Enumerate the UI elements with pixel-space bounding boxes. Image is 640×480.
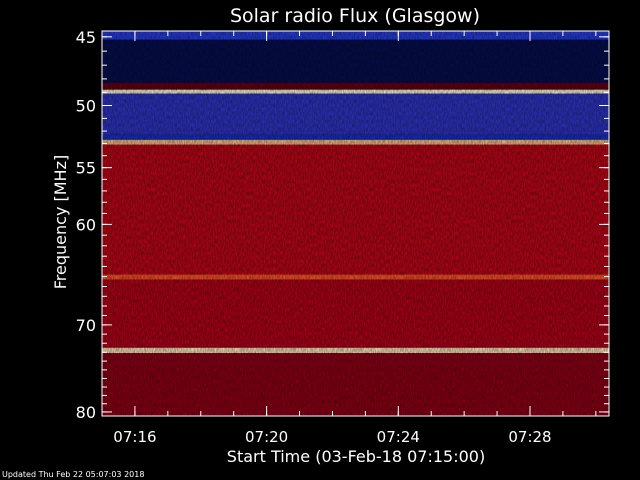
y-axis-label: Frequency [MHz] (51, 155, 70, 289)
x-tick-label: 07:28 (508, 428, 551, 446)
chart-title: Solar radio Flux (Glasgow) (230, 5, 480, 27)
x-tick-label: 07:16 (113, 428, 156, 446)
axis-ticks: 07:16 07:20 07:24 07:28 45 50 55 60 70 80 (76, 28, 609, 446)
plot-frame (101, 30, 610, 417)
plot-border (101, 30, 610, 417)
y-tick-label: 80 (76, 403, 96, 422)
update-timestamp: Updated Thu Feb 22 05:07:03 2018 (2, 470, 145, 479)
y-tick-label: 50 (76, 97, 96, 116)
x-tick-label: 07:20 (245, 428, 288, 446)
y-axis-label-text: Frequency (51, 201, 70, 289)
x-axis-label: Start Time (03-Feb-18 07:15:00) (227, 447, 485, 466)
x-tick-label: 07:24 (377, 428, 420, 446)
y-tick-label: 45 (76, 28, 96, 47)
y-tick-label: 70 (76, 316, 96, 335)
y-axis-label-unit: [MHz] (51, 155, 70, 202)
spectrogram-noise (102, 31, 609, 416)
y-tick-label: 60 (76, 215, 96, 234)
y-tick-label: 55 (76, 159, 96, 178)
